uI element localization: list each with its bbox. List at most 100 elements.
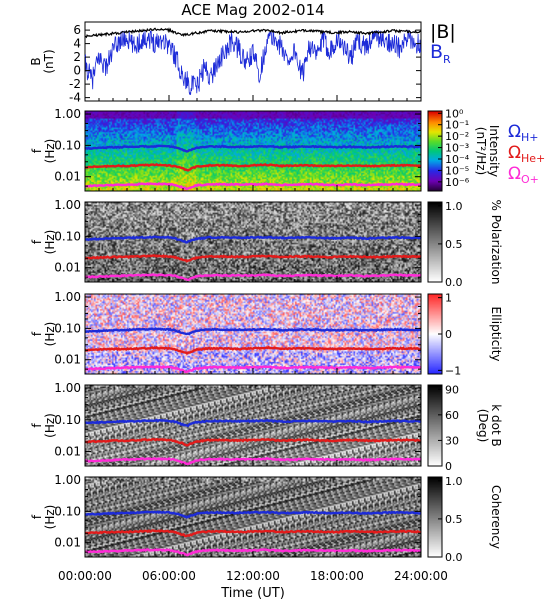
panel-polarization: 1.00 0.10 0.01 f (Hz) 1.0 0.5 0.0 % Polarization [30,198,503,289]
cyclotron-line-heplus [84,163,422,172]
ytick-label: 1.00 [54,381,81,395]
colorbar-tick-label: 0.0 [445,551,463,564]
legend-bmag: |B| [430,21,456,43]
colorbar-frame [427,384,443,467]
y-axis-unit: (Hz) [43,413,57,438]
colorbar-tick-label: 60 [445,409,459,422]
ytick-label: 0.01 [54,261,81,275]
colorbar [428,202,442,282]
ytick-label: 0.10 [54,229,81,243]
legend-omega-hplus: ΩH+ [508,122,539,144]
ytick-label: 0.10 [54,413,81,427]
cyclotron-line-heplus [85,529,421,538]
colorbar [428,385,442,466]
y-axis-label: B [29,57,43,65]
cyclotron-line-hplus [85,510,422,519]
series-br-line [84,29,422,95]
cyclotron-line-oplus [84,182,422,191]
ytick-label: 6 [73,23,81,37]
colorbar-frame [427,476,443,558]
spectrogram-image [85,477,421,557]
spectrogram-image [85,385,421,466]
y-axis-unit: (Hz) [43,139,57,164]
panel-k-dot-b: 1.00 0.10 0.01 f (Hz) 90 60 30 0 k dot B(Deg) [30,381,503,473]
ytick-label: 0.01 [54,170,81,184]
colorbar-label: Intensity [487,125,501,177]
ytick-label: 0 [73,64,81,78]
colorbar-tick-label: 0.0 [445,276,463,289]
spectrogram-image [85,111,421,191]
colorbar-tick-label: 1.0 [445,475,463,488]
spectrogram-image [85,202,421,282]
x-axis-label: Time (UT) [220,586,285,600]
x-tick-label: 00:00:00 [58,569,112,583]
ytick-label: 0.01 [54,353,81,367]
ytick-label: 1.00 [54,198,81,212]
colorbar-label: Coherency [489,485,503,549]
x-axis: Time (UT) 00:00:00 06:00:00 12:00:00 18:00:… [58,569,448,600]
cyclotron-line-hplus [84,327,422,336]
y-axis-unit: (Hz) [43,322,57,347]
y-axis-label: f [30,239,44,244]
colorbar-tick-label: 1.0 [445,200,463,213]
x-tick-label: 24:00:00 [394,569,448,583]
colorbar-tick-label: 0.5 [445,238,463,251]
colorbar [428,294,442,374]
ytick-label: 0.10 [54,138,81,152]
panel-ellipticity: 1.00 0.10 0.01 f (Hz) 1 0 −1 Ellipticity [30,290,503,377]
cyclotron-line-oplus [84,456,422,466]
cyclotron-line-oplus [85,365,422,374]
figure-title: ACE Mag 2002-014 [181,1,324,19]
cyclotron-line-hplus [84,235,422,244]
ytick-label: 2 [73,50,81,64]
colorbar-tick-label: 10⁻⁴ [445,153,470,166]
y-axis-label: f [30,148,44,153]
colorbar-tick-label: 90 [445,383,459,396]
legend-br: BR [430,41,451,66]
colorbar-tick-label: 10⁰ [445,107,464,120]
colorbar-unit: (nT²/Hz) [474,127,488,175]
ytick-label: -4 [69,91,81,105]
series-bmag-line [84,27,422,39]
y-axis-unit: (Hz) [43,230,57,255]
colorbar-tick-label: −1 [445,364,461,377]
panel-coherency: 1.00 0.10 0.01 f (Hz) 1.0 0.5 0.0 Coherency [30,473,503,564]
cyclotron-line-hplus [84,144,422,153]
colorbar-tick-label: 0 [445,460,452,473]
y-axis-unit: (Hz) [43,505,57,530]
colorbar-unit: (Deg) [476,409,490,443]
colorbar-label: Ellipticity [489,307,503,362]
spectrogram-image [85,294,421,374]
ytick-label: 1.00 [54,107,81,121]
panel-b-frame [84,21,422,102]
ytick-label: 0.01 [54,445,81,459]
colorbar-tick-label: 0 [445,328,452,341]
x-tick-label: 12:00:00 [226,569,280,583]
colorbar-tick-label: 10⁻¹ [445,119,469,132]
cyclotron-line-oplus [84,273,422,282]
x-tick-label: 06:00:00 [142,569,196,583]
legend-omega-oplus: ΩO+ [508,164,539,186]
cyclotron-line-heplus [84,254,422,263]
y-axis-label: f [30,331,44,336]
y-axis-unit: (nT) [42,49,56,73]
cyclotron-line-heplus [84,437,422,447]
cyclotron-line-oplus [84,548,421,557]
colorbar [428,477,442,557]
colorbar-tick-label: 0.5 [445,513,463,526]
legend-omega-heplus: ΩHe+ [508,143,545,165]
ytick-label: 1.00 [54,290,81,304]
x-tick-label: 18:00:00 [310,569,364,583]
ytick-label: 1.00 [54,473,81,487]
colorbar-frame [427,201,443,283]
colorbar-tick-label: 10⁻² [445,130,469,143]
colorbar-tick-label: 30 [445,434,459,447]
y-axis-label: f [30,514,44,519]
ytick-label: 0.10 [54,321,81,335]
colorbar-label: k dot B [489,404,503,446]
ytick-label: 0.10 [54,504,81,518]
colorbar-tick-label: 1 [445,292,452,305]
